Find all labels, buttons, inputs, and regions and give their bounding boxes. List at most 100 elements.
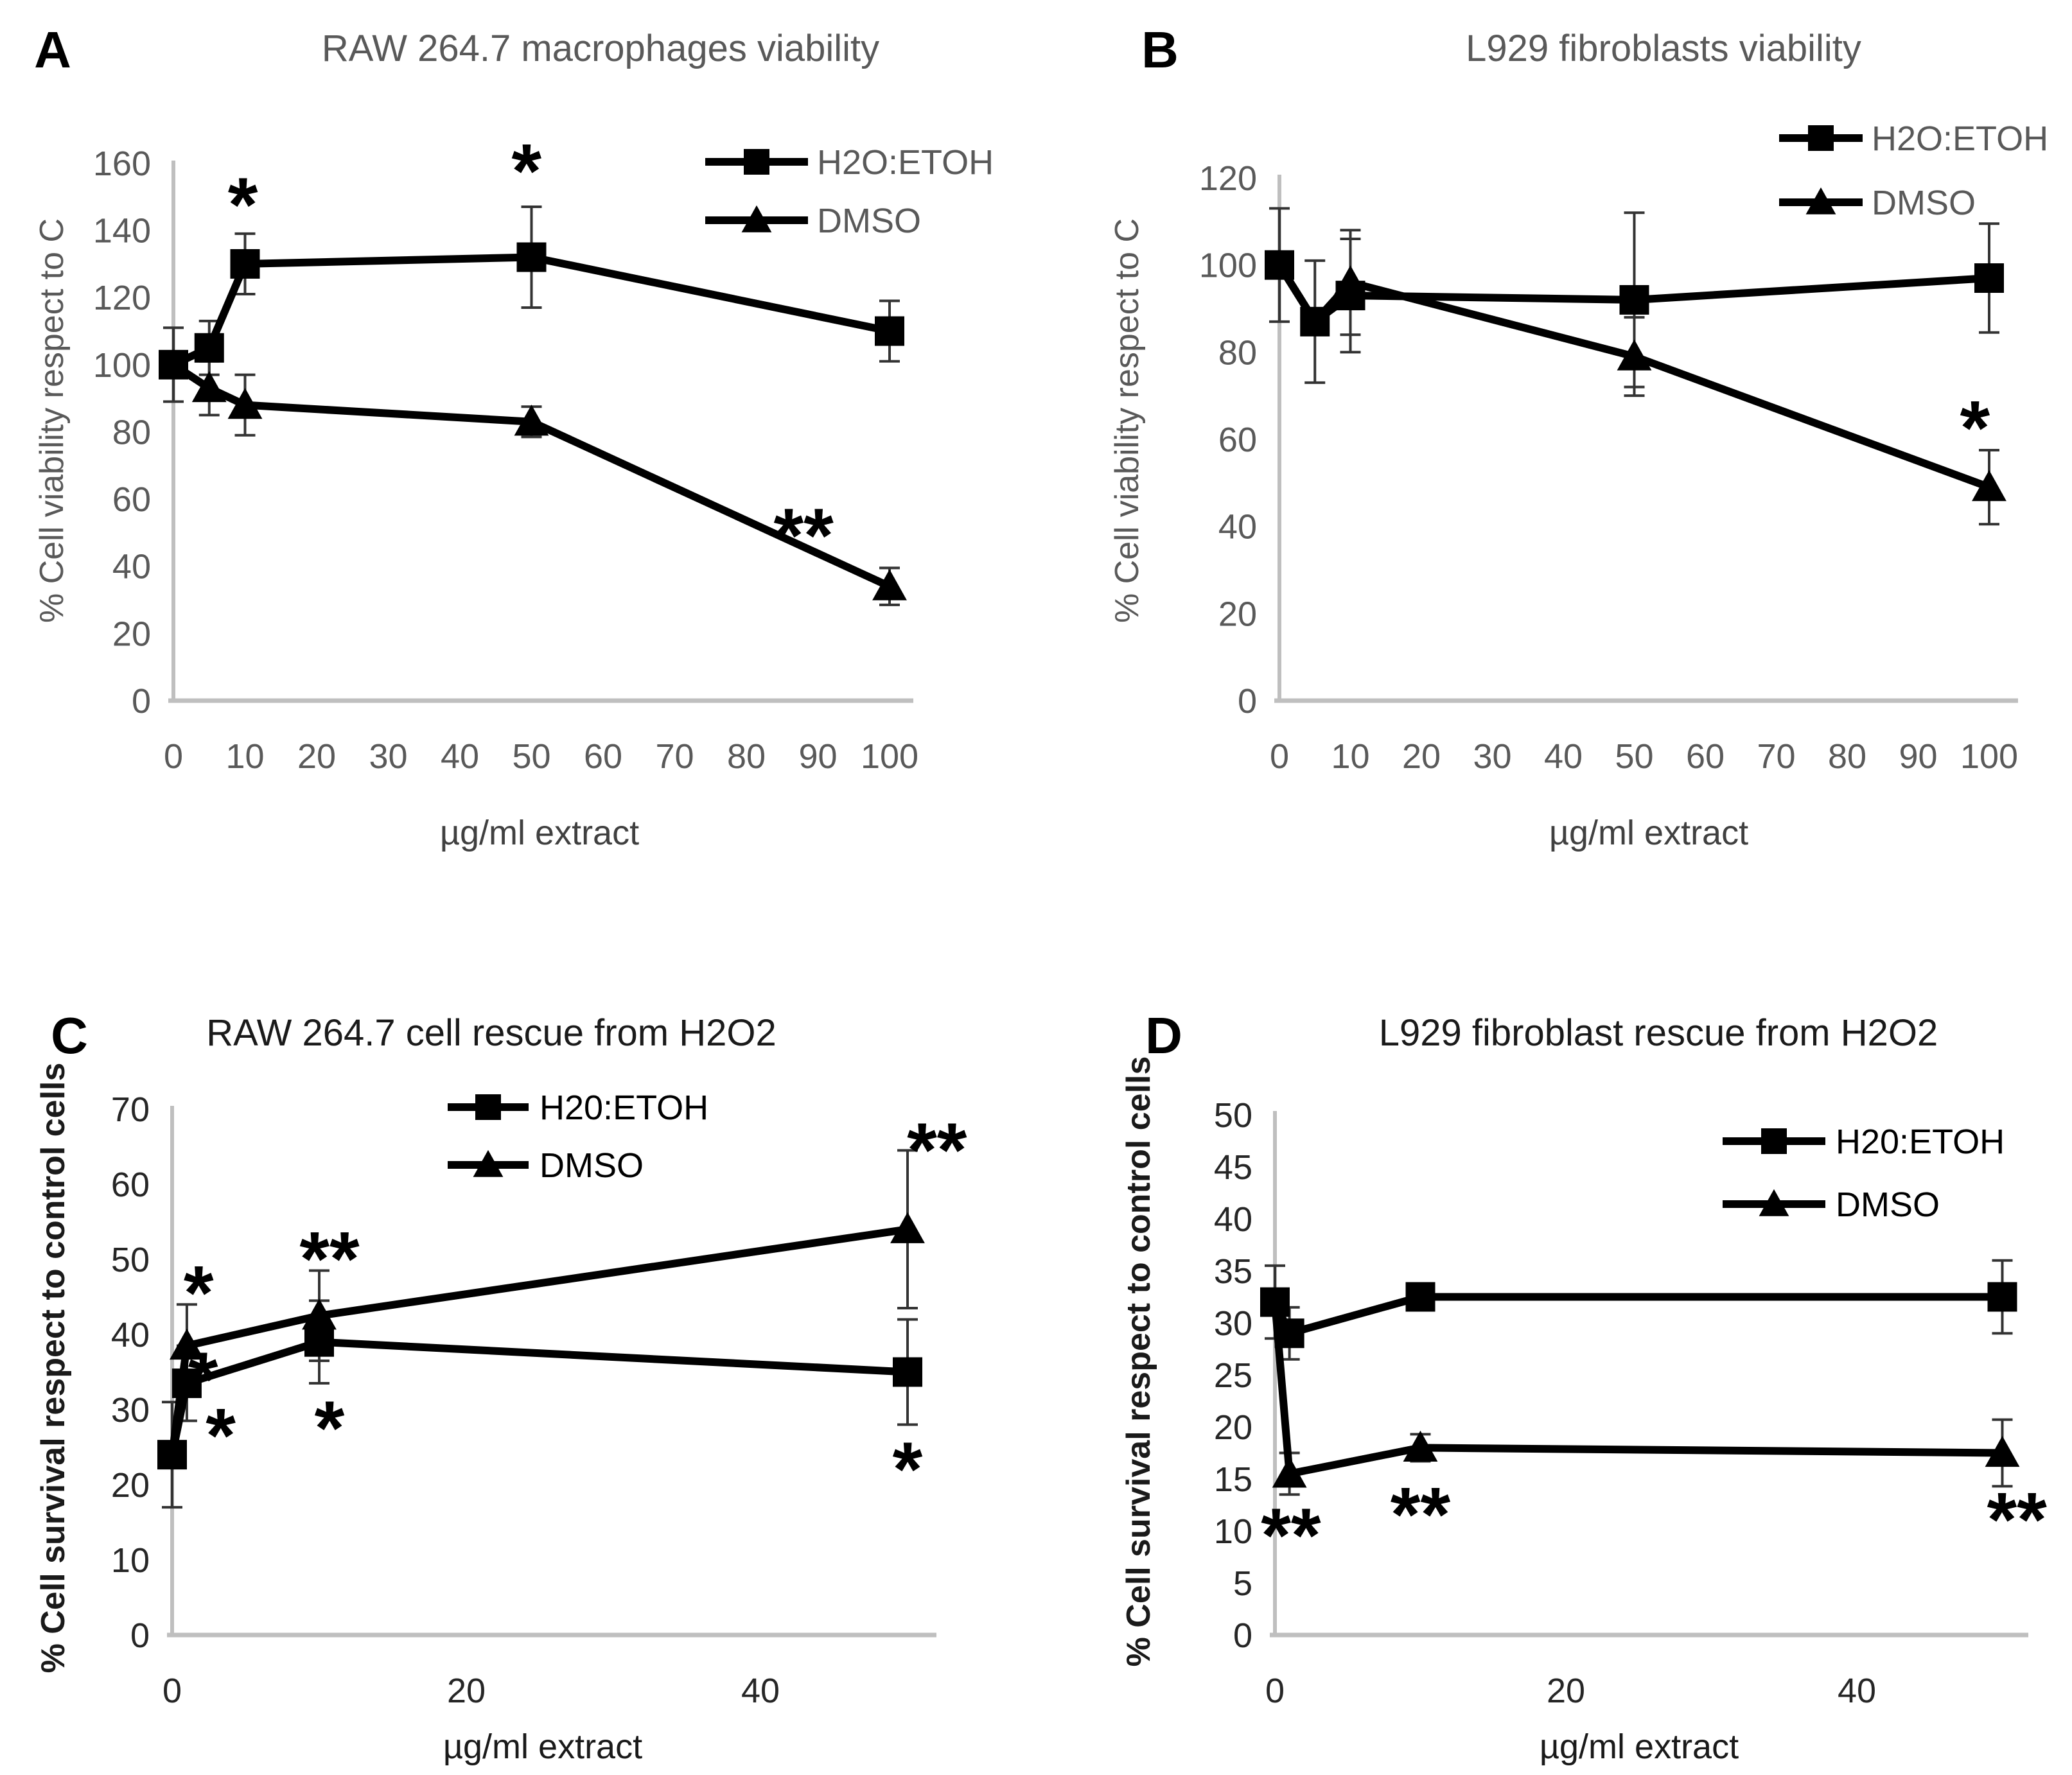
significance-asterisk: **: [773, 493, 834, 579]
x-tick-label: 60: [1686, 737, 1725, 776]
panel-letter: A: [34, 21, 71, 78]
panel-d: 0 5 10 15 20 25 30 35 40 45 50 0 20 40 D L929 fibroblas…: [1120, 1007, 2047, 1766]
x-tick-label: 50: [1615, 737, 1653, 776]
series-line: [1271, 1293, 2006, 1338]
series-dmso: [168, 1212, 925, 1459]
legend: H20:ETOH DMSO: [1723, 1123, 2005, 1224]
significance-asterisk: *: [893, 1426, 923, 1512]
panel-letter: C: [51, 1007, 88, 1064]
legend-square-icon: [1808, 125, 1834, 151]
triangle-marker: [1333, 265, 1368, 297]
y-tick-label: 80: [112, 413, 151, 451]
x-tick-label: 60: [584, 737, 622, 776]
y-tick-label: 140: [93, 212, 151, 250]
square-marker: [516, 242, 547, 272]
series-dmso: [170, 360, 907, 600]
y-tick-label: 100: [93, 346, 151, 385]
x-tick-label: 0: [164, 737, 183, 776]
y-tick-label: 25: [1214, 1356, 1252, 1395]
y-axis-title: % Cell survival respect to control cells: [1120, 1056, 1157, 1667]
y-tick-label: 80: [1218, 333, 1257, 372]
x-tick-label: 80: [1828, 737, 1866, 776]
legend-label: DMSO: [1836, 1185, 1940, 1224]
y-axis-title: % Cell viability respect to C: [1109, 218, 1146, 623]
x-tick-label: 80: [727, 737, 766, 776]
x-tick-label: 70: [655, 737, 694, 776]
square-marker: [1619, 284, 1649, 315]
legend-square-icon: [1761, 1128, 1787, 1154]
x-tick-label: 40: [741, 1672, 780, 1710]
x-tick-label: 90: [798, 737, 837, 776]
significance-asterisk: *: [1960, 385, 1990, 471]
legend: H2O:ETOH DMSO: [705, 143, 994, 240]
y-tick-label: 40: [111, 1316, 150, 1354]
y-tick-label: 30: [111, 1391, 150, 1430]
significance-asterisk: *: [228, 162, 258, 248]
series-h20-etoh: [1260, 1282, 2017, 1349]
triangle-marker: [1403, 1430, 1438, 1462]
legend-label: H20:ETOH: [1836, 1123, 2005, 1161]
y-tick-label: 160: [93, 144, 151, 183]
legend-label: DMSO: [540, 1146, 644, 1185]
panel-title: L929 fibroblasts viability: [1466, 28, 1861, 69]
y-tick-label: 35: [1214, 1252, 1252, 1291]
series-dmso: [1271, 1298, 2020, 1488]
y-tick-label: 45: [1214, 1148, 1252, 1187]
triangle-marker: [1985, 1435, 2020, 1467]
y-tick-label: 0: [1238, 682, 1257, 721]
significance-asterisk: **: [1391, 1471, 1451, 1557]
legend: H20:ETOH DMSO: [448, 1089, 708, 1185]
legend-label: H2O:ETOH: [817, 143, 994, 182]
significance-asterisk: *: [188, 1336, 218, 1422]
y-tick-label: 40: [1218, 508, 1257, 546]
legend-triangle-icon: [741, 205, 772, 232]
y-tick-label: 20: [1218, 595, 1257, 633]
x-tick-label: 70: [1757, 737, 1795, 776]
x-axis-title: µg/ml extract: [1540, 1727, 1739, 1766]
significance-asterisk: **: [907, 1107, 967, 1193]
significance-asterisk: *: [184, 1250, 214, 1336]
y-tick-label: 20: [112, 615, 151, 653]
y-tick-label: 20: [111, 1466, 150, 1505]
y-tick-label: 120: [93, 279, 151, 317]
x-tick-label: 20: [297, 737, 336, 776]
significance-asterisk: *: [206, 1393, 236, 1479]
square-marker: [893, 1357, 922, 1387]
y-tick-label: 50: [111, 1241, 150, 1279]
series-h20-etoh: [157, 1327, 922, 1470]
triangle-marker: [191, 371, 227, 403]
series-h2o-etoh: [159, 242, 904, 380]
triangle-marker: [1972, 469, 2006, 502]
x-tick-label: 40: [441, 737, 479, 776]
square-marker: [1987, 1282, 2017, 1312]
triangle-marker: [890, 1212, 925, 1243]
triangle-marker: [227, 387, 263, 419]
series-line: [168, 1338, 911, 1459]
x-tick-label: 20: [1402, 737, 1441, 776]
square-marker: [304, 1327, 334, 1357]
panel-title: RAW 264.7 cell rescue from H2O2: [206, 1012, 777, 1054]
panel-title: L929 fibroblast rescue from H2O2: [1379, 1012, 1938, 1054]
y-tick-label: 60: [112, 480, 151, 519]
y-tick-label: 0: [1233, 1616, 1252, 1655]
legend-label: H20:ETOH: [540, 1089, 708, 1127]
x-tick-label: 30: [369, 737, 407, 776]
y-tick-label: 10: [1214, 1512, 1252, 1551]
y-tick-label: 5: [1233, 1564, 1252, 1603]
y-tick-label: 15: [1214, 1460, 1252, 1499]
x-tick-label: 10: [1331, 737, 1369, 776]
y-tick-label: 40: [1214, 1200, 1252, 1239]
y-tick-label: 30: [1214, 1304, 1252, 1343]
significance-asterisk: **: [1987, 1477, 2047, 1563]
x-axis-title: µg/ml extract: [443, 1727, 642, 1766]
series-line: [1271, 1298, 2006, 1479]
y-tick-label: 50: [1214, 1096, 1252, 1135]
y-axis-title: % Cell survival respect to control cells: [35, 1063, 72, 1674]
legend: H2O:ETOH DMSO: [1779, 119, 2048, 222]
panel-b: 0 20 40 60 80 100 120 0 10 20 30 40 50 60 70 80 90 100 B L9…: [1109, 21, 2048, 852]
x-axis-title: µg/ml extract: [1549, 814, 1748, 852]
y-tick-label: 10: [111, 1541, 150, 1580]
legend-label: H2O:ETOH: [1872, 119, 2048, 158]
series-line: [168, 1225, 911, 1459]
triangle-marker: [1272, 1456, 1307, 1488]
